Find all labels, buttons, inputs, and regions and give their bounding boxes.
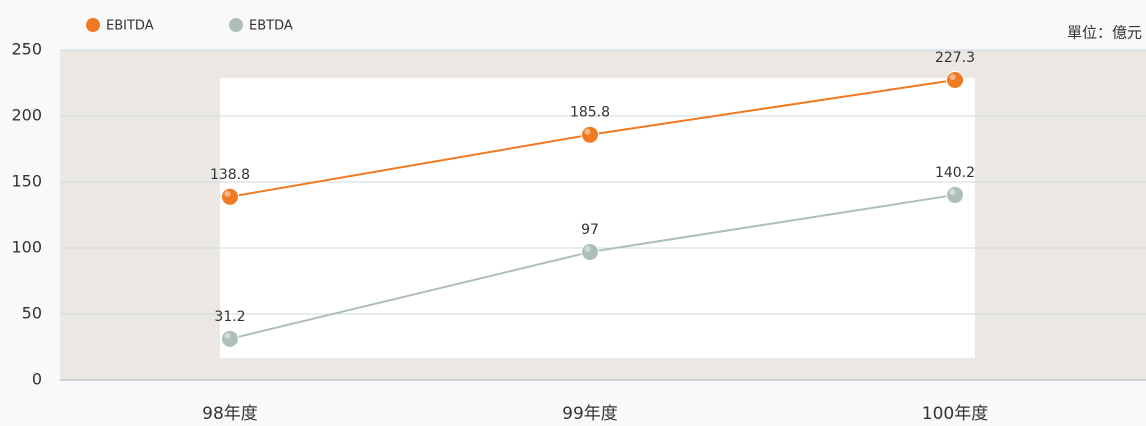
point-marker [946,70,964,89]
point-highlight [949,188,956,195]
point-highlight [224,332,231,339]
x-tick-label: 100年度 [922,404,988,424]
data-label: 31.2 [214,309,245,325]
legend-marker [229,18,243,32]
y-tick-label: 100 [11,238,42,257]
y-tick-label: 150 [11,172,42,191]
x-tick-label: 98年度 [202,404,258,424]
point-highlight [224,190,231,197]
legend-label: EBTDA [249,19,293,34]
point-marker [946,185,964,204]
legend-label: EBITDA [106,19,154,34]
data-label: 227.3 [935,50,975,66]
data-label: 185.8 [570,105,610,121]
data-label: 97 [581,222,599,238]
data-label: 138.8 [210,167,250,183]
point-marker [221,329,239,348]
y-tick-label: 250 [11,40,42,59]
x-tick-label: 99年度 [562,404,618,424]
point-marker [581,125,599,144]
legend-marker [86,18,100,32]
data-label: 140.2 [935,165,975,181]
point-highlight [584,128,591,135]
point-marker [581,242,599,261]
y-tick-label: 200 [11,106,42,125]
point-highlight [584,245,591,252]
unit-label: 單位：億元 [1067,24,1142,42]
y-tick-label: 50 [22,304,42,323]
point-highlight [949,73,956,80]
point-marker [221,187,239,206]
y-tick-label: 0 [32,370,42,389]
